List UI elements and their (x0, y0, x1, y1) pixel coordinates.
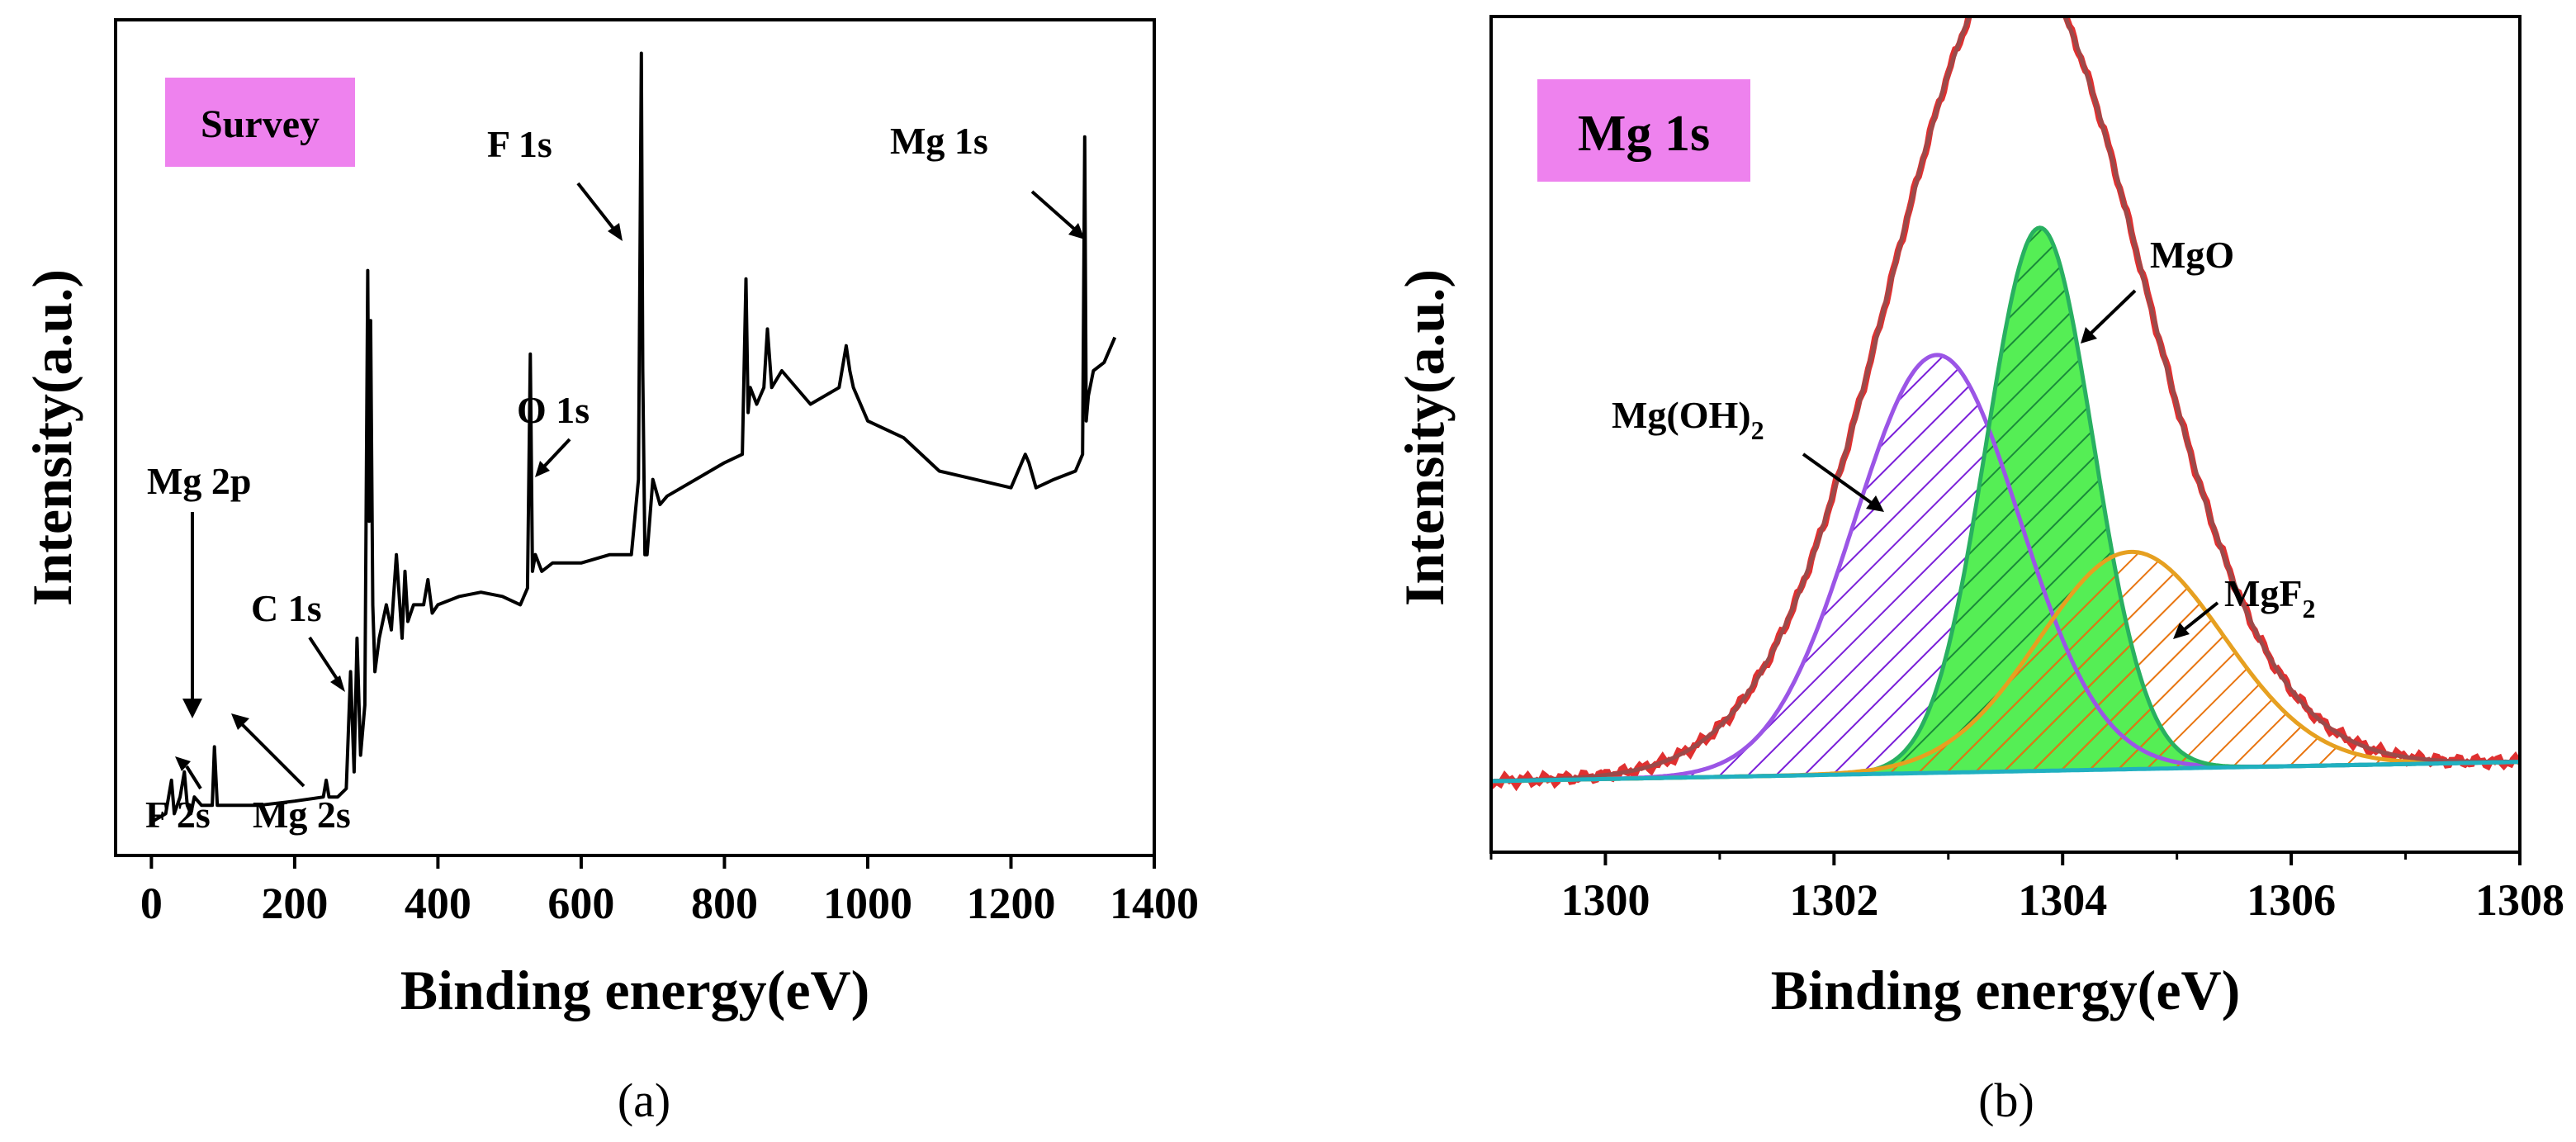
title-box-a (165, 78, 355, 167)
arrowhead-o1s (535, 461, 550, 477)
x-tick-label-b: 1306 (2247, 875, 2336, 925)
arrowhead-c1s (330, 675, 345, 692)
arrowhead-f2s (175, 756, 191, 771)
x-tick-label-a: 600 (547, 879, 614, 928)
plot-frame-a (114, 18, 1156, 857)
annotation-mgoh2: Mg(OH)2 (1612, 394, 1884, 512)
arrow-mgf2 (2183, 601, 2219, 631)
label-f1s: F 1s (487, 123, 552, 165)
baseline-line (1491, 760, 2520, 784)
label-mgo: MgO (2150, 234, 2234, 276)
x-tick-label-b: 1308 (2475, 875, 2564, 925)
arrowhead-f1s (608, 223, 623, 241)
arrow-f2s (185, 765, 202, 790)
mgf2-peak-fill (1491, 552, 2520, 781)
y-axis-title-a: Intensity(a.u.) (21, 269, 83, 606)
x-tick-label-a: 400 (405, 879, 471, 928)
label-mgoh2-main: Mg(OH) (1612, 394, 1751, 436)
arrowhead-mg2p (182, 699, 202, 718)
envelope-line (1491, 17, 2520, 784)
title-box-b (1537, 79, 1750, 182)
title-b: Mg 1s (1578, 106, 1710, 162)
annotation-mg2p: Mg 2p (147, 460, 252, 718)
arrow-mgo (2089, 289, 2137, 335)
label-mg1s: Mg 1s (890, 120, 988, 162)
x-axis-title-a: Binding energy(eV) (400, 959, 870, 1021)
annotation-mgf2: MgF2 (2173, 572, 2316, 639)
label-c1s: C 1s (251, 587, 322, 629)
annotation-o1s: O 1s (517, 389, 590, 477)
x-tick-label-a: 800 (691, 879, 758, 928)
arrow-f1s (576, 182, 616, 231)
x-ticks-b: 1300 1302 1304 1306 1308 (1489, 852, 2564, 925)
x-tick-label-a: 200 (261, 879, 328, 928)
x-ticks-a: 0 200 400 600 800 1000 1200 1400 (140, 855, 1199, 928)
panel-b: 1300 1302 1304 1306 1308 Mg 1s MgO Mg(OH)2 M… (1393, 15, 2564, 1127)
label-mg2p: Mg 2p (147, 460, 252, 502)
arrowhead-mgo (2081, 327, 2097, 344)
x-tick-label-a: 1200 (966, 879, 1055, 928)
label-mgoh2: Mg(OH)2 (1612, 394, 1764, 445)
x-tick-label-b: 1304 (2018, 875, 2107, 925)
survey-spectrum-line (150, 51, 1117, 824)
arrow-mgoh2 (1802, 453, 1874, 505)
arrowhead-mgoh2 (1866, 495, 1884, 512)
panel-a: 0 200 400 600 800 1000 1200 1400 Survey Mg 2p F… (21, 18, 1199, 1127)
annotation-f2s: F 2s (145, 756, 211, 836)
arrowhead-mg2s (231, 713, 249, 730)
x-tick-label-b: 1300 (1560, 875, 1650, 925)
x-axis-title-b: Binding energy(eV) (1771, 959, 2241, 1021)
y-axis-title-b: Intensity(a.u.) (1393, 269, 1456, 606)
label-mg2s: Mg 2s (253, 794, 351, 836)
x-tick-label-b: 1302 (1789, 875, 1878, 925)
mgo-peak-hatch (1491, 227, 2520, 781)
label-f2s: F 2s (145, 794, 211, 836)
label-mgf2-main: MgF (2224, 572, 2303, 614)
annotation-mgo: MgO (2081, 234, 2234, 344)
label-mgoh2-sub: 2 (1751, 415, 1764, 445)
panel-label-a: (a) (618, 1073, 670, 1127)
x-tick-label-a: 1000 (823, 879, 912, 928)
label-mgf2-sub: 2 (2303, 594, 2316, 623)
label-o1s: O 1s (517, 389, 590, 431)
x-tick-label-a: 1400 (1110, 879, 1199, 928)
title-a: Survey (201, 102, 320, 146)
panel-b-plot (1491, 17, 2520, 792)
annotation-mg2s: Mg 2s (231, 713, 351, 836)
annotation-f1s: F 1s (487, 123, 623, 241)
panel-label-b: (b) (1978, 1073, 2034, 1127)
x-tick-label-a: 0 (140, 879, 163, 928)
arrow-mg1s (1030, 190, 1077, 231)
label-mgf2: MgF2 (2224, 572, 2316, 623)
arrowhead-mgf2 (2173, 623, 2190, 639)
arrow-c1s (308, 636, 339, 680)
annotation-mg1s: Mg 1s (890, 120, 1085, 239)
arrow-mg2s (239, 722, 305, 788)
arrow-o1s (542, 438, 571, 469)
annotation-c1s: C 1s (251, 587, 345, 692)
plot-frame-b (1489, 15, 2522, 854)
arrowhead-mg1s (1068, 223, 1085, 239)
